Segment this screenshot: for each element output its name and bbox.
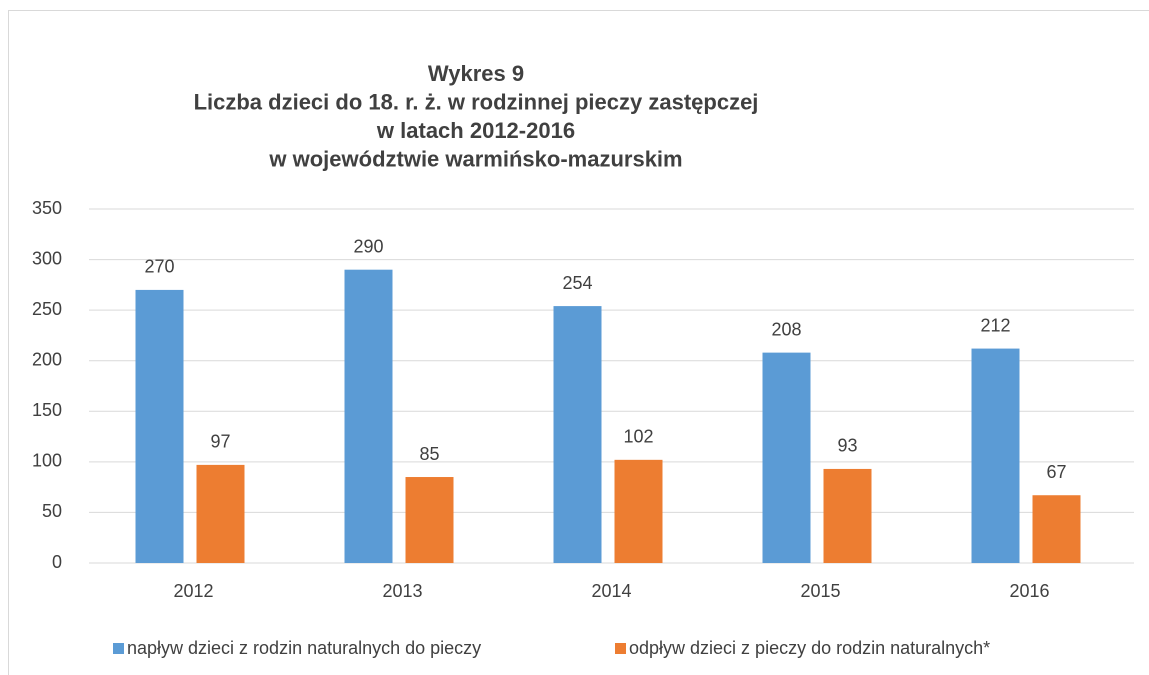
data-label: 254 xyxy=(562,273,592,293)
bar xyxy=(614,459,663,563)
bar xyxy=(971,348,1020,563)
data-label: 97 xyxy=(210,432,230,452)
legend-swatch xyxy=(113,643,124,654)
data-label: 290 xyxy=(353,236,383,256)
y-tick-label: 100 xyxy=(32,451,62,471)
data-label: 93 xyxy=(837,436,857,456)
y-tick-label: 250 xyxy=(32,299,62,319)
chart-title: w województwie warmińsko-mazurskim xyxy=(268,146,682,171)
legend-label: odpływ dzieci z pieczy do rodzin natural… xyxy=(629,638,990,658)
data-label: 270 xyxy=(144,257,174,277)
bar xyxy=(553,306,602,563)
bar xyxy=(344,269,393,563)
data-label: 212 xyxy=(980,315,1010,335)
legend-swatch xyxy=(615,643,626,654)
y-tick-label: 150 xyxy=(32,400,62,420)
data-label: 208 xyxy=(771,319,801,339)
bar xyxy=(1032,495,1081,563)
chart-title: w latach 2012-2016 xyxy=(376,118,575,143)
y-tick-label: 300 xyxy=(32,248,62,268)
y-tick-label: 350 xyxy=(32,198,62,218)
x-tick-label: 2013 xyxy=(382,581,422,601)
bar xyxy=(135,289,184,563)
x-tick-label: 2014 xyxy=(591,581,631,601)
x-tick-label: 2012 xyxy=(173,581,213,601)
bar xyxy=(405,477,454,563)
x-tick-label: 2016 xyxy=(1009,581,1049,601)
x-tick-label: 2015 xyxy=(800,581,840,601)
legend-label: napływ dzieci z rodzin naturalnych do pi… xyxy=(127,638,481,658)
bar xyxy=(196,464,245,563)
y-tick-label: 0 xyxy=(52,552,62,572)
chart-title: Liczba dzieci do 18. r. ż. w rodzinnej p… xyxy=(194,89,759,114)
data-label: 102 xyxy=(623,427,653,447)
bar xyxy=(823,468,872,563)
y-tick-label: 200 xyxy=(32,349,62,369)
data-label: 67 xyxy=(1046,462,1066,482)
bar xyxy=(762,352,811,563)
data-label: 85 xyxy=(419,444,439,464)
chart-title: Wykres 9 xyxy=(428,61,524,86)
y-tick-label: 50 xyxy=(42,501,62,521)
